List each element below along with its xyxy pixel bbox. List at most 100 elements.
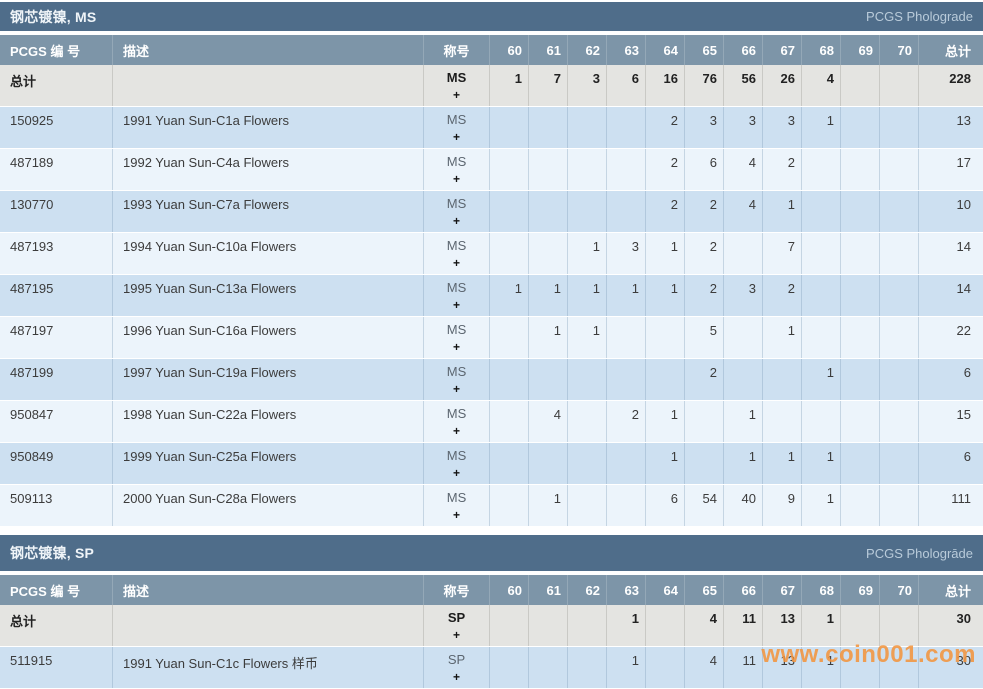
col-grade-70: 70 bbox=[880, 35, 919, 65]
grade-cell bbox=[802, 275, 841, 316]
grade-cell: 1 bbox=[763, 191, 802, 232]
coin-row: 150925 1991 Yuan Sun-C1a Flowers MS +2 3 3 3 1 1… bbox=[0, 107, 983, 149]
pcgs-number-link[interactable]: 511915 bbox=[0, 647, 113, 688]
plus-indicator: + bbox=[452, 213, 460, 228]
total-grade-cell: 13 bbox=[763, 605, 802, 646]
grade-cell bbox=[568, 359, 607, 400]
pcgs-number-link[interactable]: 487199 bbox=[0, 359, 113, 400]
grade-cell: 4 bbox=[724, 149, 763, 190]
grade-cell bbox=[685, 401, 724, 442]
grade-cell: 2 bbox=[763, 149, 802, 190]
col-grade-63: 63 bbox=[607, 575, 646, 605]
grade-cell bbox=[646, 359, 685, 400]
designation-cell: MS + bbox=[424, 485, 490, 526]
designation-stack: MS + bbox=[447, 280, 467, 313]
row-total-cell: 13 bbox=[956, 113, 971, 128]
grade-cell bbox=[568, 107, 607, 148]
row-total-cell: 22 bbox=[956, 323, 971, 338]
coin-row: 487195 1995 Yuan Sun-C13a Flowers MS +1 1 1 1 1… bbox=[0, 275, 983, 317]
coin-row: 487199 1997 Yuan Sun-C19a Flowers MS +2 1 6 bbox=[0, 359, 983, 401]
grade-cell bbox=[880, 443, 919, 484]
col-grade-66: 66 bbox=[724, 575, 763, 605]
col-grade-62: 62 bbox=[568, 575, 607, 605]
col-grade-70: 70 bbox=[880, 575, 919, 605]
coin-description: 1995 Yuan Sun-C13a Flowers bbox=[113, 275, 424, 316]
grade-cell: 1 bbox=[802, 359, 841, 400]
coin-description: 1999 Yuan Sun-C25a Flowers bbox=[113, 443, 424, 484]
row-total-cell: 6 bbox=[963, 365, 971, 380]
section-header-bar: 钢芯镀镍, SP PCGS Phologrāde bbox=[0, 535, 983, 571]
col-grade-69: 69 bbox=[841, 35, 880, 65]
grade-cell bbox=[646, 317, 685, 358]
grade-cell: 3 bbox=[607, 233, 646, 274]
grade-cell: 2 bbox=[646, 149, 685, 190]
total-grade-cell bbox=[841, 605, 880, 646]
grade-cell bbox=[568, 443, 607, 484]
pcgs-number-link[interactable]: 487193 bbox=[0, 233, 113, 274]
grade-cell bbox=[568, 647, 607, 688]
pcgs-number-link[interactable]: 487189 bbox=[0, 149, 113, 190]
column-header-row: PCGS 编 号描述 称号 60 61 62 63 64 65 66 67 68 69 70 总计 bbox=[0, 575, 983, 605]
col-total: 总计 bbox=[944, 583, 971, 599]
plus-indicator: + bbox=[452, 465, 460, 480]
total-grade-cell: 4 bbox=[685, 605, 724, 646]
pcgs-number-link[interactable]: 150925 bbox=[0, 107, 113, 148]
grade-cell bbox=[880, 275, 919, 316]
section-ms: 钢芯镀镍, MS PCGS Pholograde PCGS 编 号描述 称号 60 61 6… bbox=[0, 2, 983, 527]
grade-cell bbox=[880, 191, 919, 232]
grade-cell: 5 bbox=[685, 317, 724, 358]
total-sum-cell: 30 bbox=[956, 611, 971, 626]
col-grade-67: 67 bbox=[763, 575, 802, 605]
designation-cell: MS + bbox=[424, 65, 490, 106]
plus-indicator: + bbox=[452, 423, 460, 438]
pcgs-number-link[interactable]: 950847 bbox=[0, 401, 113, 442]
pcgs-number-link[interactable]: 509113 bbox=[0, 485, 113, 526]
coin-description: 1991 Yuan Sun-C1c Flowers 样币 bbox=[113, 647, 424, 688]
col-grade-64: 64 bbox=[646, 575, 685, 605]
pcgs-number-link[interactable]: 950849 bbox=[0, 443, 113, 484]
designation-cell: MS + bbox=[424, 401, 490, 442]
grade-cell bbox=[607, 191, 646, 232]
designation-label: MS bbox=[446, 196, 467, 211]
photograde-link[interactable]: PCGS Phologrāde bbox=[866, 545, 973, 561]
grade-cell bbox=[490, 233, 529, 274]
section-title: 钢芯镀镍, MS bbox=[10, 8, 97, 25]
coin-description: 1996 Yuan Sun-C16a Flowers bbox=[113, 317, 424, 358]
designation-stack: MS + bbox=[446, 196, 467, 229]
grade-cell: 1 bbox=[646, 233, 685, 274]
grade-cell bbox=[802, 233, 841, 274]
grade-cell: 1 bbox=[802, 107, 841, 148]
pcgs-number-link[interactable]: 130770 bbox=[0, 191, 113, 232]
pcgs-number-link[interactable]: 487195 bbox=[0, 275, 113, 316]
grade-cell bbox=[607, 359, 646, 400]
total-grade-cell bbox=[880, 65, 919, 106]
grade-cell bbox=[607, 149, 646, 190]
grade-cell bbox=[490, 317, 529, 358]
grade-cell bbox=[802, 317, 841, 358]
column-header-row: PCGS 编 号描述 称号 60 61 62 63 64 65 66 67 68 69 70 总计 bbox=[0, 35, 983, 65]
total-grade-cell bbox=[529, 605, 568, 646]
grade-cell: 11 bbox=[724, 647, 763, 688]
total-grade-cell: 4 bbox=[802, 65, 841, 106]
grade-cell: 1 bbox=[529, 275, 568, 316]
grade-cell: 1 bbox=[763, 443, 802, 484]
pcgs-number-link[interactable]: 487197 bbox=[0, 317, 113, 358]
grade-cell: 1 bbox=[646, 443, 685, 484]
grade-cell bbox=[841, 275, 880, 316]
grade-cell bbox=[568, 191, 607, 232]
row-total-cell: 17 bbox=[956, 155, 971, 170]
grade-cell bbox=[490, 149, 529, 190]
designation-label: MS bbox=[446, 154, 467, 169]
grade-cell bbox=[490, 485, 529, 526]
grade-cell: 2 bbox=[685, 359, 724, 400]
designation-label: MS bbox=[446, 364, 467, 379]
grade-cell: 4 bbox=[529, 401, 568, 442]
grade-cell: 13 bbox=[763, 647, 802, 688]
total-desc-spacer bbox=[113, 605, 424, 646]
totals-row: 总计 SP +1 4 11 13 1 30 bbox=[0, 605, 983, 647]
coin-row: 509113 2000 Yuan Sun-C28a Flowers MS +1 6 54 4… bbox=[0, 485, 983, 527]
row-total-cell: 30 bbox=[956, 653, 971, 668]
grade-cell bbox=[880, 233, 919, 274]
photograde-link[interactable]: PCGS Pholograde bbox=[866, 9, 973, 24]
col-designation: 称号 bbox=[424, 575, 490, 605]
